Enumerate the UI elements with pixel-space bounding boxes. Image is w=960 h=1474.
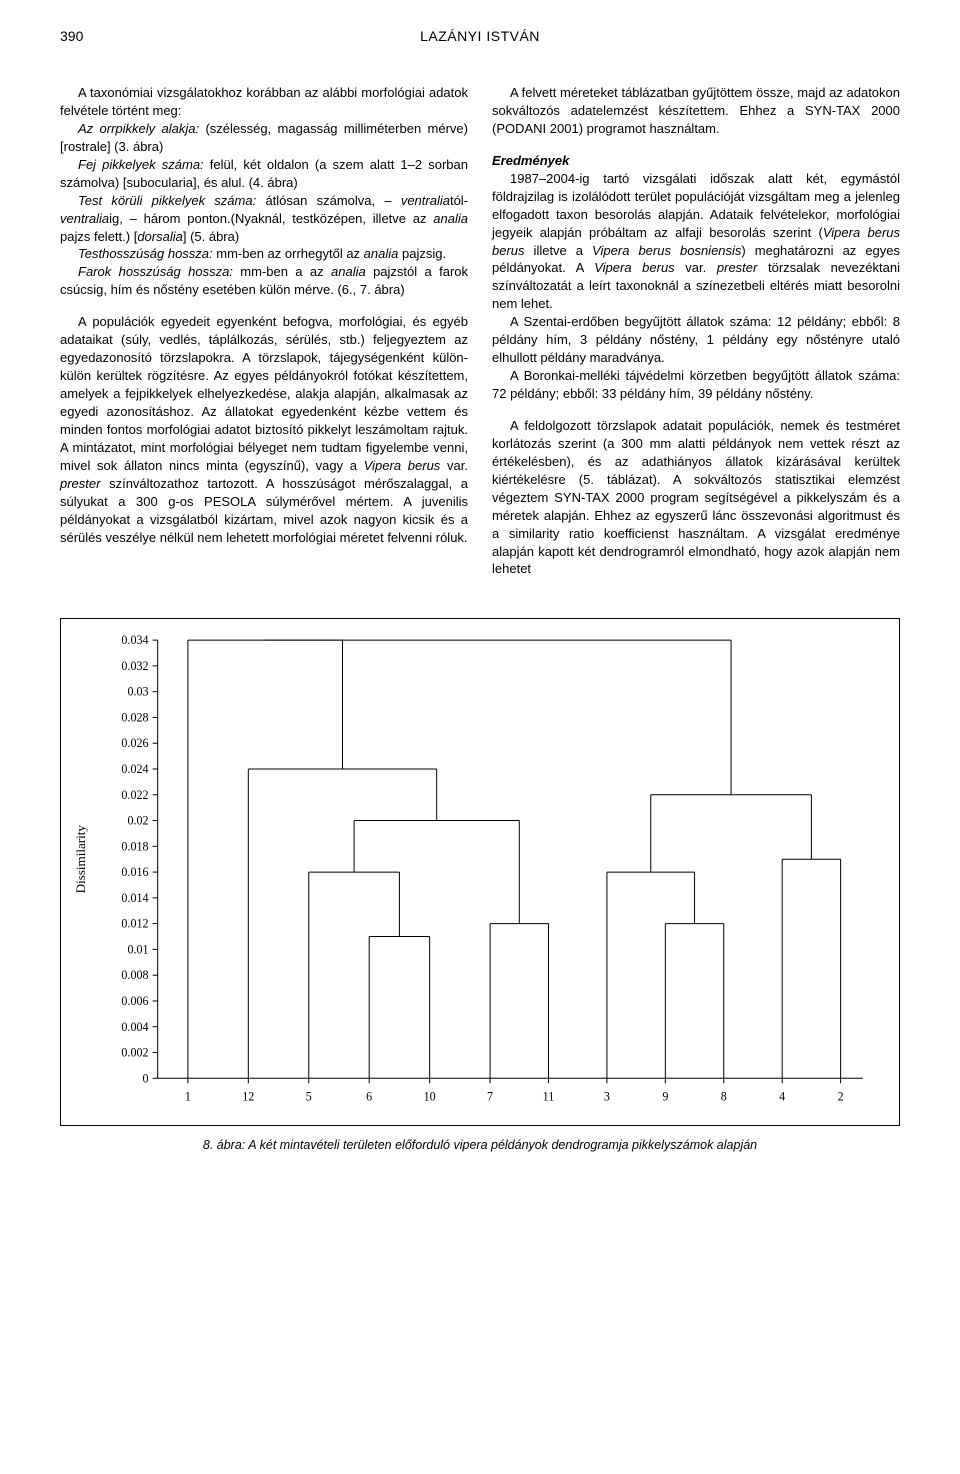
text-columns: A taxonómiai vizsgálatokhoz korábban az … — [60, 84, 900, 578]
svg-text:0.03: 0.03 — [127, 685, 148, 699]
svg-text:3: 3 — [604, 1090, 610, 1104]
left-p7: A populációk egyedeit egyenként befogva,… — [60, 313, 468, 546]
svg-text:0.028: 0.028 — [121, 711, 148, 725]
svg-text:8: 8 — [721, 1090, 727, 1104]
svg-text:0: 0 — [143, 1072, 149, 1086]
svg-text:12: 12 — [242, 1090, 254, 1104]
svg-text:0.014: 0.014 — [121, 891, 148, 905]
left-column: A taxonómiai vizsgálatokhoz korábban az … — [60, 84, 468, 578]
left-p5: Testhosszúság hossza: mm-ben az orrhegyt… — [60, 245, 468, 263]
svg-text:0.032: 0.032 — [121, 659, 148, 673]
right-p5: A feldolgozott törzslapok adatait populá… — [492, 417, 900, 578]
right-p4: A Boronkai-melléki tájvédelmi körzetben … — [492, 367, 900, 403]
svg-text:5: 5 — [306, 1090, 312, 1104]
svg-text:Dissimilarity: Dissimilarity — [73, 825, 88, 894]
svg-text:4: 4 — [779, 1090, 785, 1104]
right-column: A felvett méreteket táblázatban gyűjtött… — [492, 84, 900, 578]
svg-text:1: 1 — [185, 1090, 191, 1104]
svg-text:0.026: 0.026 — [121, 737, 148, 751]
right-p2: 1987–2004-ig tartó vizsgálati időszak al… — [492, 170, 900, 314]
svg-text:0.02: 0.02 — [127, 814, 148, 828]
figure-8-block: 0 0.002 0.004 0.006 0.008 0.01 0.012 0.014 0.016… — [60, 618, 900, 1126]
left-p4: Test körüli pikkelyek száma: átlósan szá… — [60, 192, 468, 246]
author-name: LAZÁNYI ISTVÁN — [420, 28, 540, 44]
svg-text:6: 6 — [366, 1090, 372, 1104]
svg-text:0.01: 0.01 — [127, 943, 148, 957]
svg-text:0.012: 0.012 — [121, 917, 148, 931]
svg-text:0.016: 0.016 — [121, 865, 148, 879]
svg-text:9: 9 — [662, 1090, 668, 1104]
left-p2: Az orrpikkely alakja: (szélesség, magass… — [60, 120, 468, 156]
page-container: 390 LAZÁNYI ISTVÁN 390 A taxonómiai vizs… — [0, 0, 960, 598]
svg-text:0.006: 0.006 — [121, 994, 148, 1008]
svg-text:0.034: 0.034 — [121, 634, 148, 648]
svg-text:10: 10 — [424, 1090, 436, 1104]
svg-text:7: 7 — [487, 1090, 493, 1104]
svg-text:2: 2 — [838, 1090, 844, 1104]
svg-text:0.022: 0.022 — [121, 788, 148, 802]
section-title-results: Eredmények — [492, 152, 900, 170]
svg-text:0.018: 0.018 — [121, 840, 148, 854]
left-p6: Farok hosszúság hossza: mm-ben a az anal… — [60, 263, 468, 299]
page-header: 390 LAZÁNYI ISTVÁN 390 — [60, 28, 900, 44]
svg-text:11: 11 — [543, 1090, 555, 1104]
svg-text:0.002: 0.002 — [121, 1046, 148, 1060]
figure-8-caption: 8. ábra: A két mintavételi területen elő… — [0, 1138, 960, 1166]
page-number: 390 — [60, 28, 83, 44]
svg-text:0.004: 0.004 — [121, 1020, 148, 1034]
dendrogram-chart: 0 0.002 0.004 0.006 0.008 0.01 0.012 0.014 0.016… — [67, 625, 893, 1119]
right-p1: A felvett méreteket táblázatban gyűjtött… — [492, 84, 900, 138]
right-p3: A Szentai-erdőben begyűjtött állatok szá… — [492, 313, 900, 367]
left-p1: A taxonómiai vizsgálatokhoz korábban az … — [60, 84, 468, 120]
svg-text:0.024: 0.024 — [121, 762, 148, 776]
svg-text:0.008: 0.008 — [121, 969, 148, 983]
left-p3: Fej pikkelyek száma: felül, két oldalon … — [60, 156, 468, 192]
